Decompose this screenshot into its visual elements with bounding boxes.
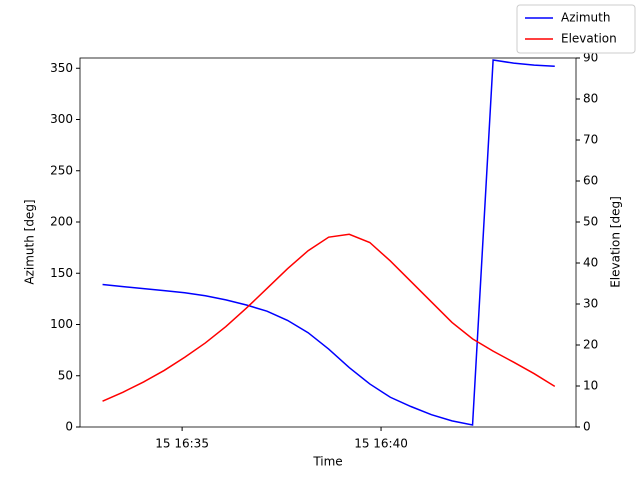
y2-tick-label: 40 — [583, 256, 598, 270]
y-tick-label: 0 — [65, 420, 73, 434]
y2-tick-label: 0 — [583, 420, 591, 434]
y-tick-label: 350 — [50, 61, 73, 75]
legend-label: Elevation — [561, 32, 617, 46]
x-tick-label: 15 16:35 — [155, 437, 209, 451]
y2-tick-label: 20 — [583, 338, 598, 352]
y-tick-label: 100 — [50, 317, 73, 331]
y-tick-label: 150 — [50, 266, 73, 280]
y-axis-label: Azimuth [deg] — [23, 199, 37, 284]
x-tick-label: 15 16:40 — [354, 437, 408, 451]
y2-tick-label: 70 — [583, 133, 598, 147]
y-tick-label: 300 — [50, 112, 73, 126]
y2-axis-label: Elevation [deg] — [609, 196, 623, 288]
y-tick-label: 250 — [50, 163, 73, 177]
legend-label: Azimuth — [561, 11, 610, 25]
y2-tick-label: 80 — [583, 92, 598, 106]
plot-frame — [79, 57, 577, 428]
x-axis-label: Time — [312, 455, 342, 469]
y2-tick-label: 30 — [583, 297, 598, 311]
y-tick-label: 50 — [58, 368, 73, 382]
y2-tick-label: 10 — [583, 379, 598, 393]
legend-box — [516, 4, 636, 54]
series-line — [102, 233, 556, 402]
y2-tick-label: 50 — [583, 215, 598, 229]
y2-tick-label: 60 — [583, 174, 598, 188]
y-tick-label: 200 — [50, 215, 73, 229]
y2-tick-label: 90 — [583, 51, 598, 65]
series-line — [102, 59, 555, 426]
